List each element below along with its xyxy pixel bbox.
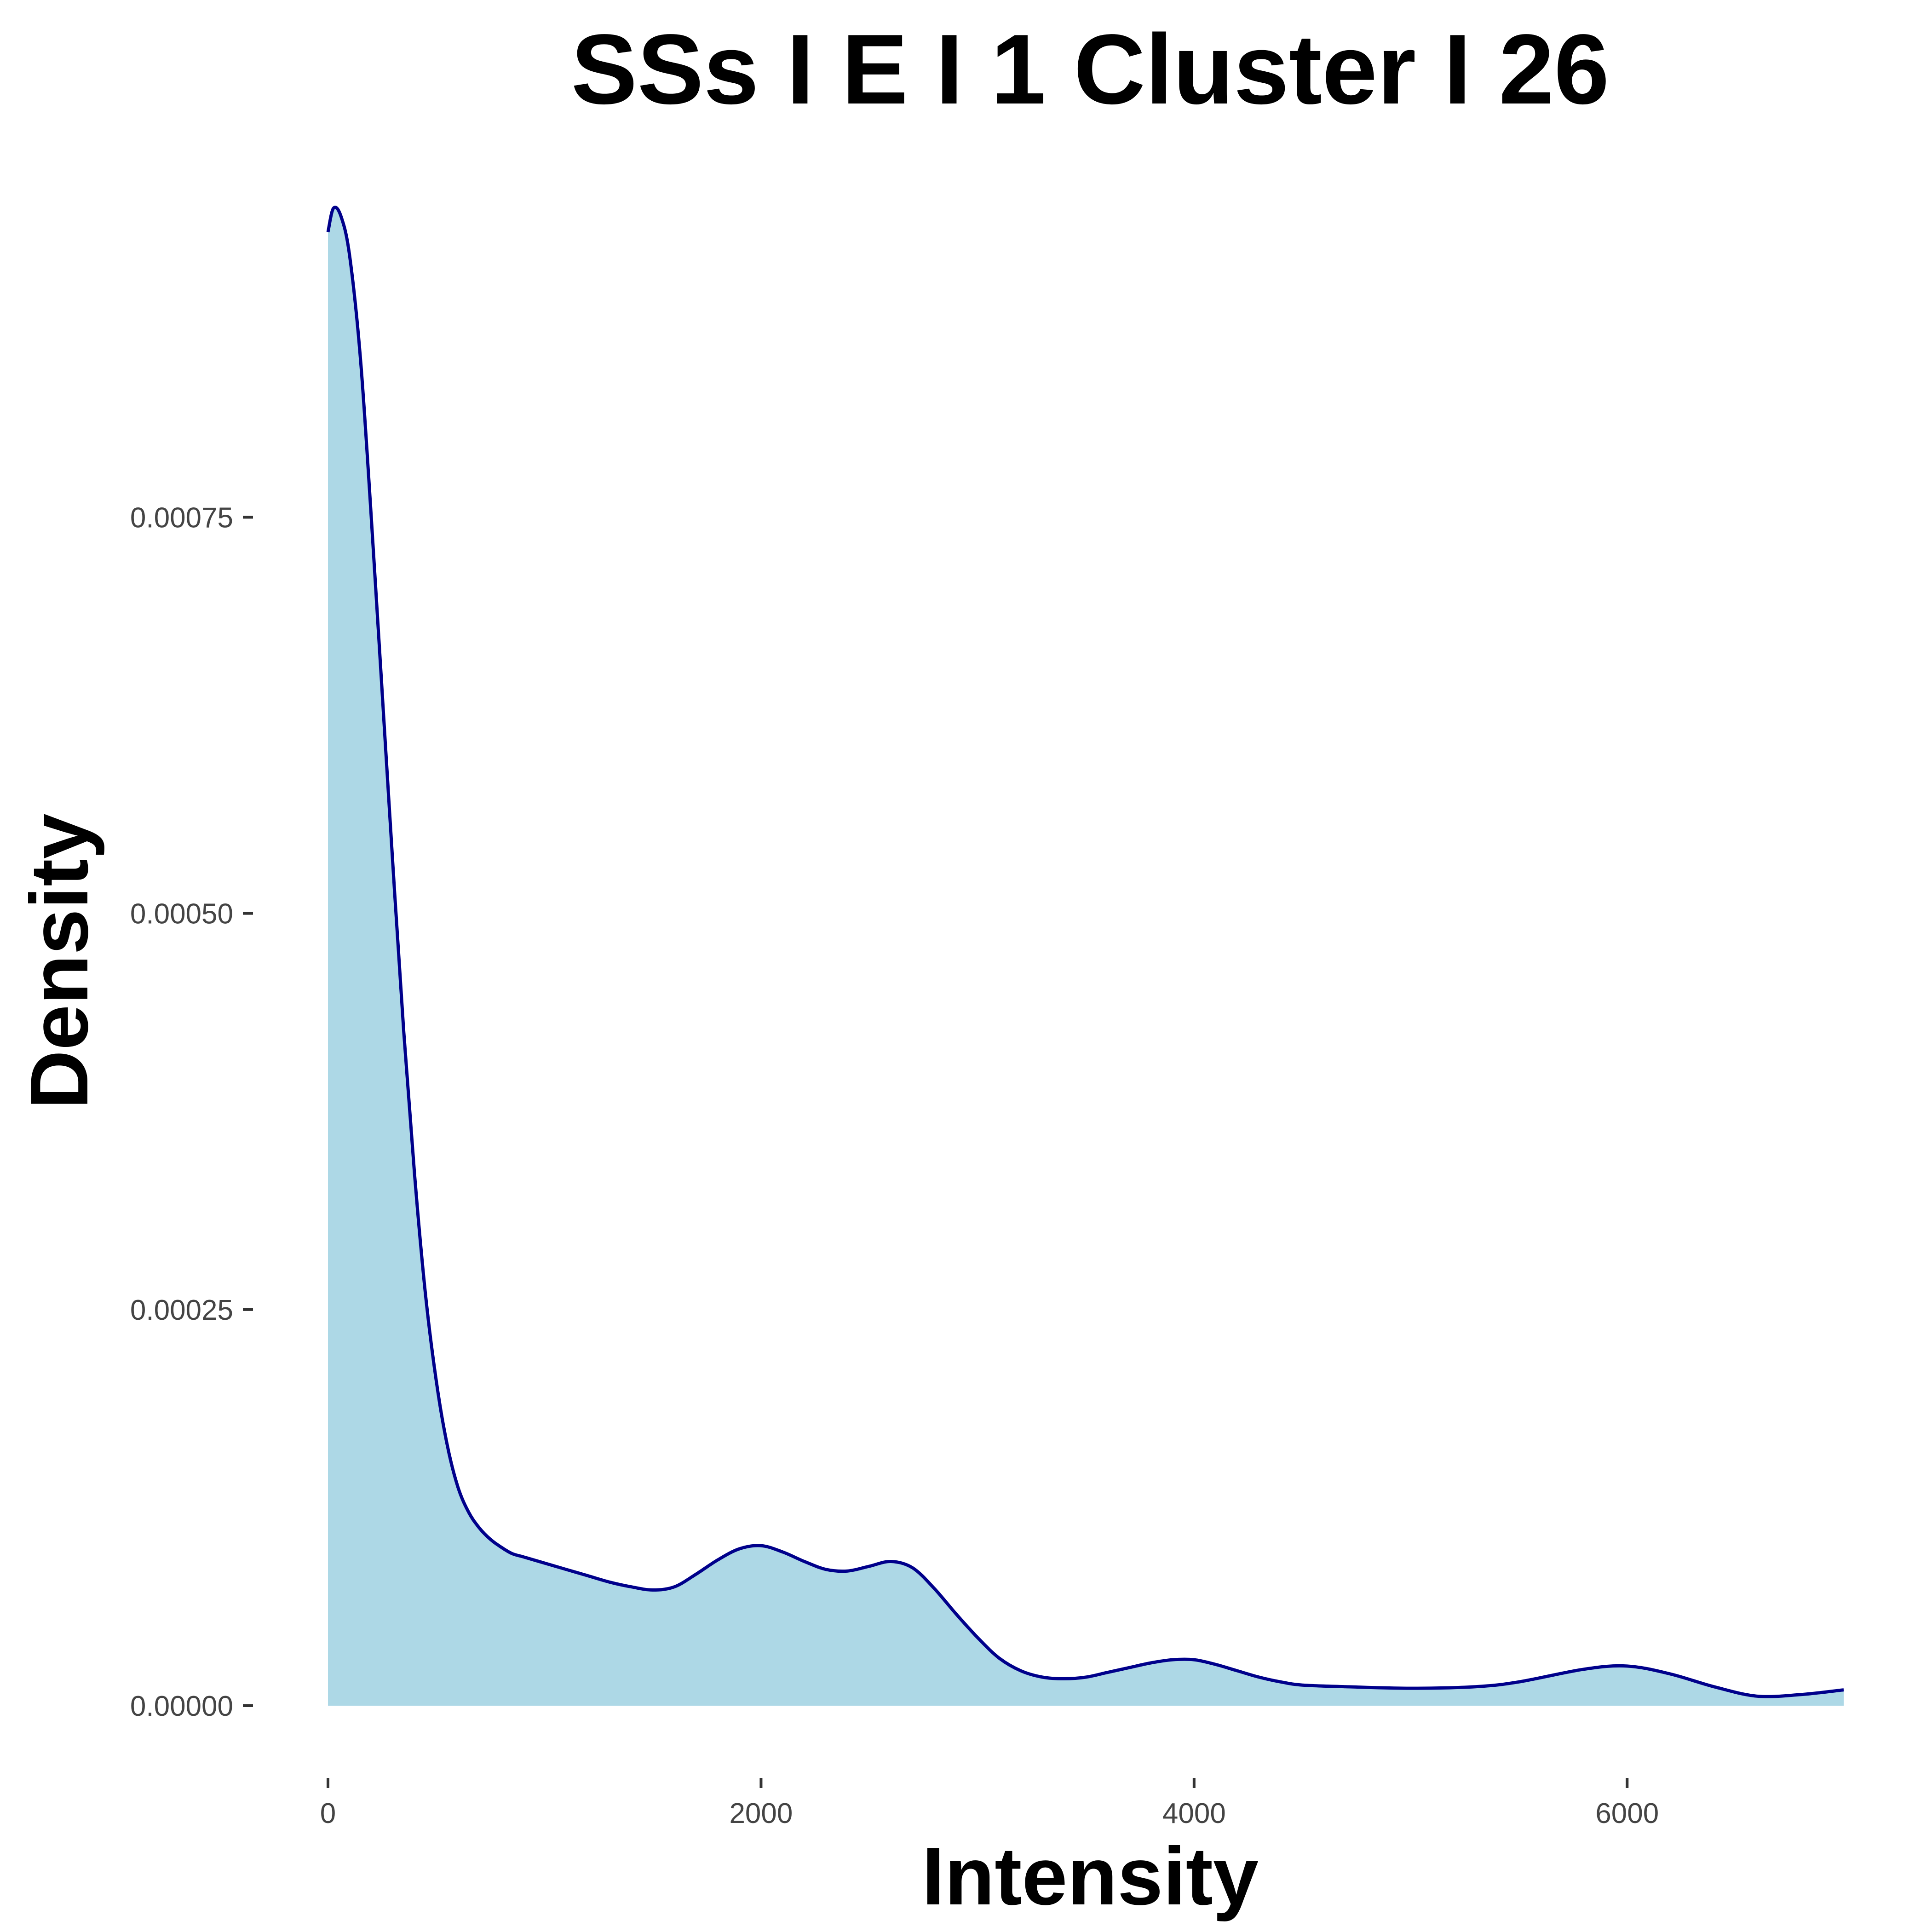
y-axis-label: Density [13, 814, 105, 1110]
y-tick-label: 0.00000 [130, 1690, 233, 1722]
y-tick-label: 0.00025 [130, 1294, 233, 1326]
y-tick-label: 0.00050 [130, 898, 233, 930]
x-tick-label: 6000 [1595, 1798, 1659, 1829]
chart-title: SSs I E I 1 Cluster I 26 [571, 13, 1609, 125]
y-axis-ticks: 0.00000 0.00025 0.00050 0.00075 [130, 502, 253, 1722]
density-line [326, 206, 1844, 1698]
x-tick-label: 2000 [729, 1798, 793, 1829]
x-axis-ticks: 0 2000 4000 6000 [320, 1778, 1659, 1829]
y-tick-label: 0.00075 [130, 502, 233, 534]
x-tick-label: 0 [320, 1798, 336, 1829]
density-area [328, 207, 1844, 1706]
x-axis-label: Intensity [922, 1830, 1259, 1922]
x-tick-label: 4000 [1162, 1798, 1226, 1829]
